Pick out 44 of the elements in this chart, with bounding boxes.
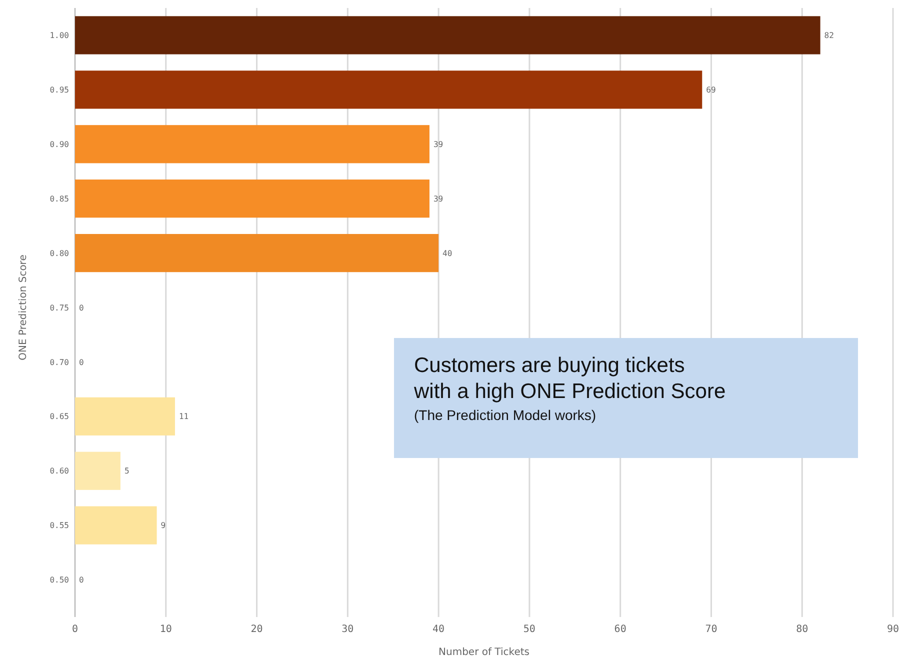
x-axis-title: Number of Tickets <box>438 647 530 658</box>
y-tick-label: 0.80 <box>50 248 70 258</box>
data-label: 9 <box>160 521 166 530</box>
data-label: 82 <box>824 31 834 40</box>
x-tick-label: 40 <box>432 624 445 635</box>
x-tick-label: 90 <box>886 624 900 635</box>
x-tick-label: 70 <box>705 624 718 635</box>
data-label: 0 <box>79 303 84 312</box>
bar <box>75 70 702 109</box>
bar <box>75 234 439 272</box>
x-tick-label: 60 <box>614 624 626 635</box>
x-tick-label: 30 <box>342 624 354 635</box>
bar <box>75 125 430 164</box>
x-tick-label: 0 <box>72 624 78 635</box>
y-tick-label: 0.85 <box>50 194 70 204</box>
y-tick-label: 0.75 <box>50 303 70 312</box>
bar <box>75 506 157 544</box>
annotation: (The Prediction Model works) <box>414 407 596 423</box>
x-tick-label: 80 <box>796 624 808 635</box>
x-tick-label: 50 <box>523 624 536 635</box>
bar <box>75 180 430 218</box>
x-tick-label: 20 <box>250 624 263 635</box>
y-tick-label: 1.00 <box>50 31 70 40</box>
x-tick-label: 10 <box>160 624 172 635</box>
y-tick-label: 0.70 <box>50 358 70 367</box>
data-label: 40 <box>442 248 452 258</box>
data-label: 0 <box>79 358 84 367</box>
annotation: Customers are buying tickets with a high ONE Prediction Score <box>413 354 726 403</box>
y-tick-label: 0.55 <box>50 521 70 530</box>
data-label: 39 <box>433 194 444 204</box>
bar <box>75 397 175 436</box>
y-tick-label: 0.90 <box>50 140 70 149</box>
y-tick-label: 0.65 <box>50 412 70 422</box>
y-axis-title: ONE Prediction Score <box>18 254 29 360</box>
y-tick-label: 0.95 <box>50 85 70 94</box>
data-label: 0 <box>79 576 84 585</box>
data-label: 69 <box>706 85 716 94</box>
bar <box>75 16 820 54</box>
bar <box>75 452 120 490</box>
data-label: 5 <box>124 466 130 476</box>
data-label: 39 <box>433 140 444 149</box>
y-tick-label: 0.60 <box>50 466 70 476</box>
y-tick-label: 0.50 <box>50 576 70 585</box>
data-label: 11 <box>178 412 189 422</box>
